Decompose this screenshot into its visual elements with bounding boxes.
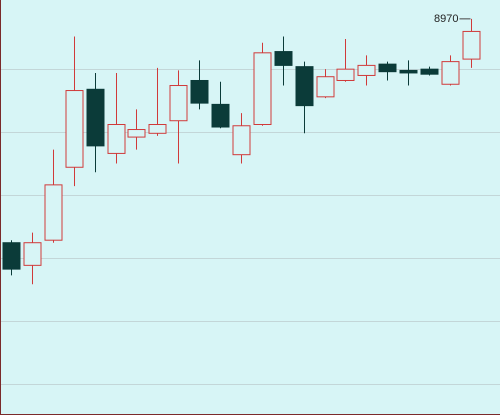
- candle-body: [336, 68, 355, 81]
- candle-body: [295, 66, 314, 107]
- candle-body: [169, 85, 188, 122]
- candle-body: [211, 103, 230, 128]
- candle-body: [65, 90, 84, 168]
- candle-body: [86, 88, 105, 147]
- candle-body: [44, 184, 63, 241]
- candle-body: [316, 76, 335, 98]
- candle-body: [274, 51, 293, 66]
- candle-body: [378, 63, 397, 73]
- candle-body: [462, 30, 481, 60]
- candle-body: [127, 129, 146, 138]
- candle-body: [399, 69, 418, 74]
- candle-body: [253, 52, 272, 125]
- candle-body: [148, 124, 167, 134]
- candle-body: [190, 79, 209, 104]
- candle-body: [357, 64, 376, 76]
- candle-body: [2, 242, 21, 270]
- candle-body: [232, 125, 251, 156]
- candle-body: [420, 68, 439, 75]
- candle-body: [441, 61, 460, 85]
- max-label: 8970: [434, 13, 458, 25]
- candle-body: [107, 124, 126, 154]
- candle-body: [23, 242, 42, 266]
